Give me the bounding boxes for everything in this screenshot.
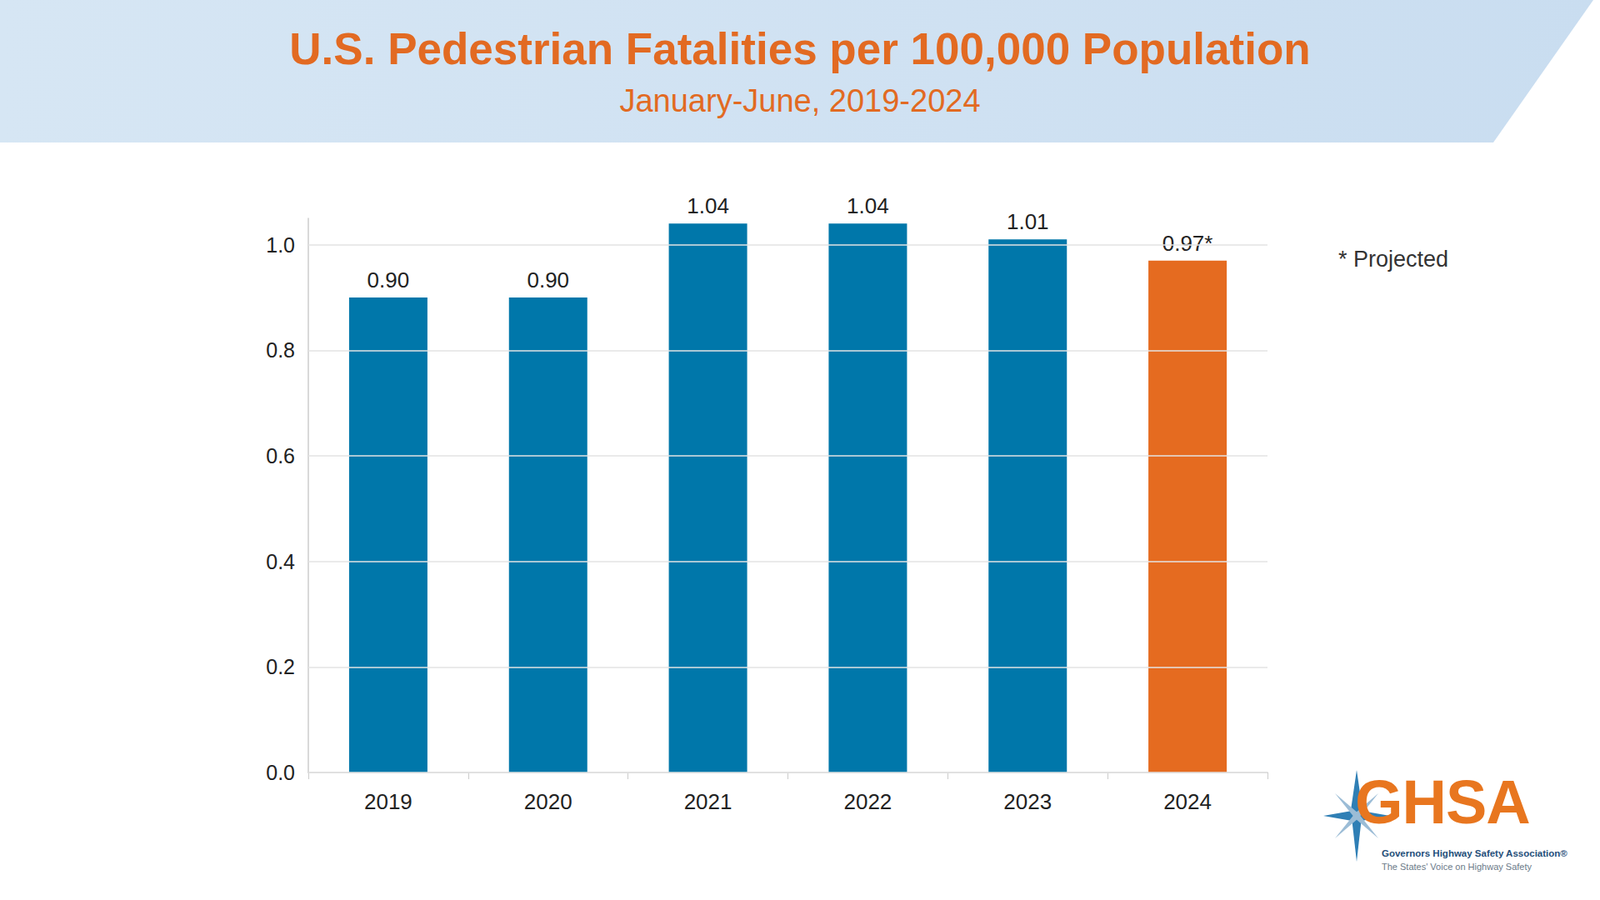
svg-text:0.90: 0.90	[367, 267, 410, 293]
svg-text:0.8: 0.8	[265, 338, 295, 362]
svg-text:1.04: 1.04	[686, 193, 730, 219]
svg-text:2022: 2022	[843, 789, 892, 815]
svg-text:0.2: 0.2	[265, 655, 295, 679]
svg-text:2024: 2024	[1163, 789, 1212, 815]
svg-text:0.0: 0.0	[265, 760, 295, 785]
svg-text:0.90: 0.90	[526, 267, 570, 293]
html-text:January-June, 2019-2024: January-June, 2019-2024	[619, 83, 981, 119]
svg-text:1.01: 1.01	[1006, 209, 1050, 235]
svg-text:0.97*: 0.97*	[1162, 230, 1214, 256]
html-text:* Projected: * Projected	[1338, 246, 1449, 272]
svg-text:2020: 2020	[524, 789, 573, 815]
html-text:U.S. Pedestrian Fatalities per: U.S. Pedestrian Fatalities per 100,000 P…	[289, 24, 1311, 74]
svg-text:0.4: 0.4	[265, 550, 295, 574]
svg-text:1.04: 1.04	[846, 193, 890, 219]
html-text:Governors Highway Safety Assoc: Governors Highway Safety Association®	[1381, 848, 1568, 859]
svg-text:2021: 2021	[684, 789, 733, 815]
svg-text:2023: 2023	[1003, 789, 1052, 815]
svg-text:0.6: 0.6	[265, 444, 295, 468]
html-text:The States' Voice on Highway S: The States' Voice on Highway Safety	[1381, 861, 1532, 872]
svg-text:1.0: 1.0	[265, 233, 295, 257]
html-text:GHSA: GHSA	[1355, 767, 1530, 837]
svg-text:2019: 2019	[364, 789, 413, 815]
